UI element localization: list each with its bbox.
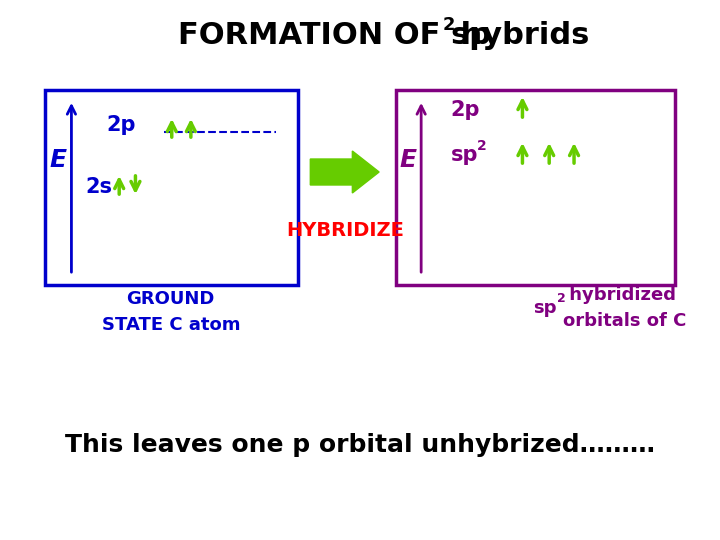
Text: E: E bbox=[50, 148, 67, 172]
Text: sp: sp bbox=[533, 299, 557, 317]
Text: GROUND
STATE C atom: GROUND STATE C atom bbox=[102, 291, 240, 334]
Text: 2: 2 bbox=[557, 293, 566, 306]
FancyArrow shape bbox=[310, 151, 379, 193]
Text: 2p: 2p bbox=[451, 100, 480, 120]
Text: E: E bbox=[399, 148, 416, 172]
Text: 2: 2 bbox=[477, 139, 486, 153]
Text: sp: sp bbox=[451, 145, 478, 165]
Text: FORMATION OF sp: FORMATION OF sp bbox=[179, 21, 492, 50]
Text: 2: 2 bbox=[442, 16, 454, 34]
Bar bbox=[45, 90, 298, 285]
Text: hybrids: hybrids bbox=[450, 21, 589, 50]
Text: This leaves one p orbital unhybrized………: This leaves one p orbital unhybrized……… bbox=[65, 433, 655, 457]
Text: HYBRIDIZE: HYBRIDIZE bbox=[286, 220, 404, 240]
Text: 2s: 2s bbox=[86, 177, 113, 197]
Text: hybridized
orbitals of C: hybridized orbitals of C bbox=[562, 287, 686, 329]
Bar bbox=[396, 90, 675, 285]
Text: 2p: 2p bbox=[107, 115, 136, 135]
